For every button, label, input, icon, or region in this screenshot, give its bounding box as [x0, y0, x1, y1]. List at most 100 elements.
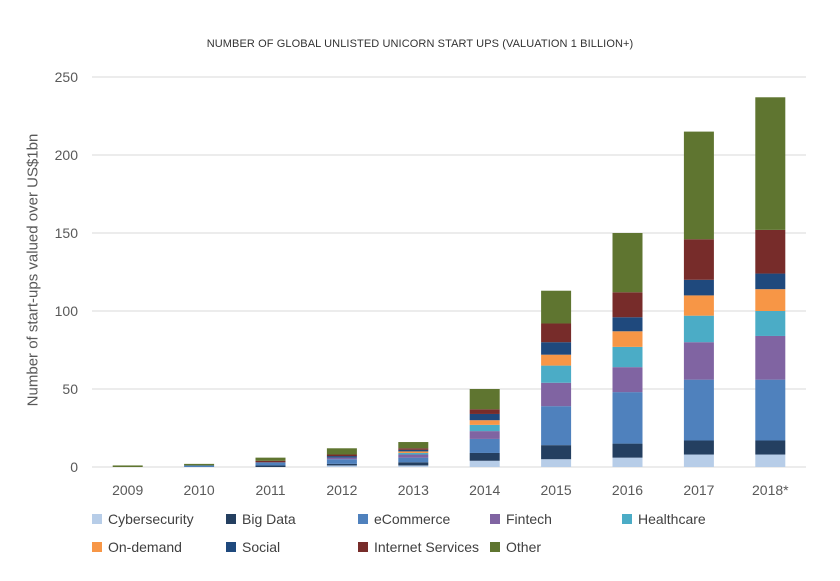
bars — [112, 97, 786, 467]
bar-segment-healthcare — [612, 346, 643, 368]
x-tick-label: 2016 — [612, 482, 643, 498]
bar-segment-ecommerce — [541, 406, 572, 446]
bar-segment-internet-services — [683, 239, 714, 280]
bar-segment-healthcare — [398, 452, 429, 455]
legend-label: Other — [506, 539, 542, 555]
x-tick-label: 2015 — [541, 482, 572, 498]
bar-segment-other — [469, 389, 500, 410]
legend-label: eCommerce — [374, 511, 451, 527]
bar-segment-social — [612, 317, 643, 332]
bar-segment-fintech — [755, 335, 786, 380]
legend-item: Fintech — [490, 511, 552, 527]
bar-segment-social — [398, 449, 429, 452]
bar-segment-social — [541, 342, 572, 355]
x-tick-label: 2012 — [326, 482, 357, 498]
y-tick-label: 100 — [55, 303, 79, 319]
legend-label: On-demand — [108, 539, 182, 555]
bar-segment-big-data — [541, 445, 572, 460]
bar-segment-internet-services — [469, 409, 500, 414]
legend-item: Other — [490, 539, 541, 555]
y-axis-ticks: 0 50 100 150 200 250 — [55, 69, 79, 475]
bar-segment-internet-services — [755, 229, 786, 274]
bar-segment-internet-services — [398, 448, 429, 450]
bar-segment-social — [755, 273, 786, 290]
bar-segment-ecommerce — [683, 379, 714, 441]
legend-swatch — [92, 514, 102, 524]
bar-segment-big-data — [755, 440, 786, 455]
bar-segment-big-data — [469, 452, 500, 461]
bar-segment-other — [541, 290, 572, 324]
legend-item: Social — [226, 539, 280, 555]
legend-swatch — [358, 542, 368, 552]
x-tick-label: 2014 — [469, 482, 500, 498]
x-tick-label: 2011 — [255, 482, 285, 498]
bar-segment-internet-services — [541, 323, 572, 343]
bar-segment-on-demand — [755, 289, 786, 311]
bar-segment-ecommerce — [326, 459, 357, 464]
x-tick-label: 2017 — [683, 482, 714, 498]
bar-segment-cybersecurity — [398, 465, 429, 467]
bar-segment-healthcare — [755, 311, 786, 336]
y-tick-label: 150 — [55, 225, 79, 241]
legend-swatch — [226, 514, 236, 524]
legend-item: Healthcare — [622, 511, 706, 527]
legend-swatch — [490, 514, 500, 524]
y-tick-label: 0 — [70, 459, 78, 475]
bar-segment-healthcare — [541, 365, 572, 383]
bar-segment-healthcare — [683, 315, 714, 343]
bar-segment-ecommerce — [398, 457, 429, 463]
bar-segment-on-demand — [398, 451, 429, 453]
y-tick-label: 200 — [55, 147, 79, 163]
x-tick-label: 2018* — [752, 482, 789, 498]
x-axis-ticks: 2009 2010 2011 2012 2013 2014 2015 2016 2017 2018… — [112, 482, 789, 498]
legend-swatch — [226, 542, 236, 552]
legend-item: Cybersecurity — [92, 511, 194, 527]
bar-segment-other — [755, 97, 786, 230]
bar-segment-big-data — [683, 440, 714, 455]
legend-swatch — [92, 542, 102, 552]
bar-segment-on-demand — [469, 420, 500, 425]
bar-segment-other — [683, 131, 714, 240]
x-tick-label: 2010 — [184, 482, 215, 498]
bar-segment-internet-services — [326, 454, 357, 457]
legend-item: eCommerce — [358, 511, 450, 527]
x-tick-label: 2013 — [398, 482, 429, 498]
legend-label: Big Data — [242, 511, 296, 527]
bar-segment-on-demand — [541, 354, 572, 366]
bar-segment-cybersecurity — [683, 454, 714, 467]
legend-item: On-demand — [92, 539, 182, 555]
bar-segment-cybersecurity — [755, 454, 786, 467]
bar-segment-on-demand — [612, 331, 643, 347]
legend-swatch — [490, 542, 500, 552]
bar-segment-other — [112, 465, 143, 467]
legend-label: Fintech — [506, 511, 552, 527]
legend-item: Internet Services — [358, 539, 479, 555]
bar-segment-big-data — [398, 462, 429, 466]
bar-segment-healthcare — [469, 424, 500, 432]
bar-segment-ecommerce — [755, 379, 786, 441]
bar-segment-cybersecurity — [469, 460, 500, 467]
bar-segment-fintech — [683, 342, 714, 380]
bar-segment-other — [184, 463, 215, 466]
y-axis-label: Number of start-ups valued over US$1bn — [24, 133, 42, 407]
bar-segment-ecommerce — [469, 438, 500, 453]
bar-segment-fintech — [398, 454, 429, 458]
chart-title: NUMBER OF GLOBAL UNLISTED UNICORN START … — [206, 38, 634, 50]
legend-label: Healthcare — [638, 511, 706, 527]
legend-swatch — [622, 514, 632, 524]
bar-segment-ecommerce — [612, 392, 643, 444]
bar-segment-social — [469, 413, 500, 421]
legend-label: Social — [242, 539, 281, 555]
bar-segment-internet-services — [255, 460, 286, 463]
bar-segment-social — [326, 456, 357, 458]
bar-segment-internet-services — [612, 292, 643, 318]
legend-label: Internet Services — [374, 539, 480, 555]
bar-segment-big-data — [255, 465, 286, 467]
bar-segment-cybersecurity — [326, 465, 357, 467]
bar-segment-social — [683, 279, 714, 296]
bar-segment-other — [398, 442, 429, 449]
bar-segment-on-demand — [683, 295, 714, 316]
bar-segment-big-data — [612, 443, 643, 458]
bar-segment-fintech — [541, 382, 572, 407]
